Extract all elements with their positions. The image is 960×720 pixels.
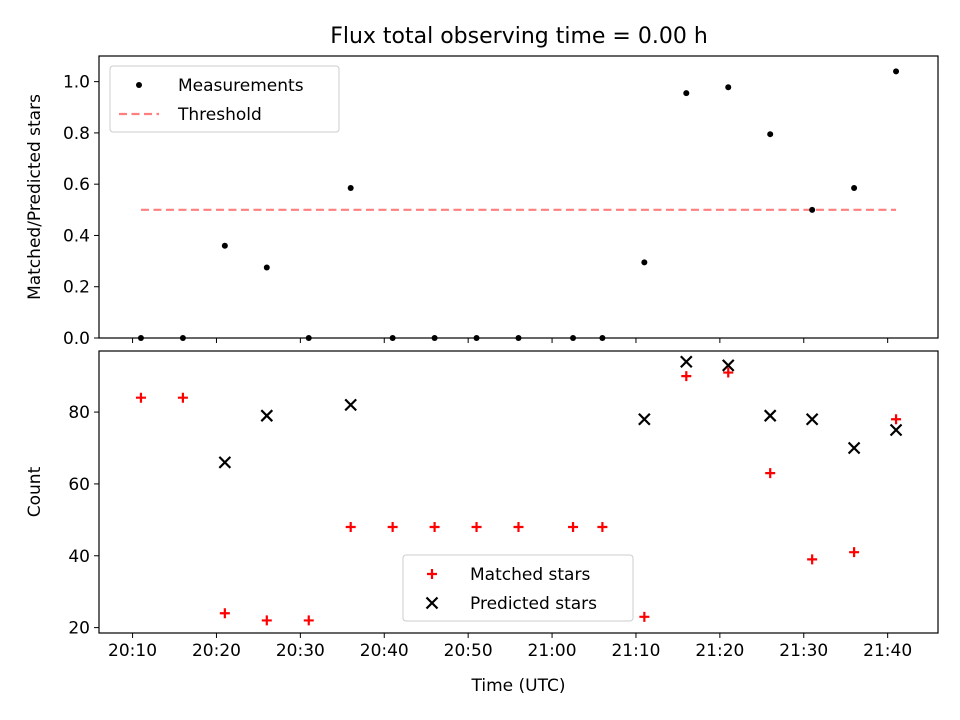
legend-predicted-marker	[425, 596, 439, 610]
x-axis-label: Time (UTC)	[471, 676, 566, 696]
predicted-star-point	[847, 441, 861, 455]
measurement-point	[767, 131, 774, 138]
measurement-point	[389, 335, 396, 341]
count-panel: 20 40 60 80 Count 20:10 20:20 20:30 20:40 20:50 21…	[25, 350, 939, 696]
predicted-star-point	[721, 359, 735, 372]
measurement-point	[305, 335, 312, 341]
matched-star-point	[177, 392, 188, 403]
ratio-panel: 0.0 0.2 0.4 0.6 0.8 1.0 Matched/Predicted star…	[25, 55, 939, 349]
matched-star-point	[849, 547, 860, 558]
matched-star-point	[807, 554, 818, 565]
count-panel-frame	[98, 350, 939, 634]
chart-title: Flux total observing time = 0.00 h	[330, 24, 708, 49]
predicted-star-point	[763, 409, 777, 422]
measurement-point	[893, 68, 900, 75]
matched-star-point	[639, 611, 650, 622]
count-ytick-label: 80	[68, 403, 90, 423]
ratio-ytick-label: 0.2	[63, 278, 90, 298]
measurement-point	[473, 335, 480, 341]
ratio-ytick-label: 1.0	[63, 73, 90, 93]
legend-threshold-label: Threshold	[177, 105, 262, 125]
count-xtick-label: 21:30	[779, 641, 828, 661]
predicted-star-point	[344, 398, 357, 412]
ratio-ytick-label: 0.6	[63, 175, 90, 195]
matched-star-point	[345, 522, 356, 533]
measurement-point	[570, 335, 577, 341]
predicted-star-point	[260, 409, 274, 422]
count-ytick-label: 40	[68, 547, 90, 567]
count-xtick-label: 21:10	[611, 641, 660, 661]
predicted-star-point	[889, 423, 903, 437]
predicted-star-point	[638, 412, 651, 426]
ratio-legend-box	[109, 65, 340, 133]
matched-star-point	[303, 615, 314, 626]
measurement-point	[599, 335, 606, 341]
matched-star-point	[387, 522, 398, 533]
matched-star-point	[471, 522, 482, 533]
matched-star-point	[891, 414, 902, 425]
measurement-point	[515, 335, 522, 341]
count-xtick-label: 21:20	[695, 641, 744, 661]
count-xtick-label: 20:20	[192, 641, 241, 661]
count-legend: Matched stars Predicted stars	[402, 554, 634, 622]
matched-star-point	[568, 522, 579, 533]
ratio-ytick-label: 0.8	[63, 124, 90, 144]
count-xtick-label: 21:40	[863, 641, 912, 661]
count-y-axis-label: Count	[25, 466, 45, 517]
measurement-point	[347, 185, 354, 192]
measurement-point	[725, 84, 732, 91]
count-legend-box	[402, 554, 634, 622]
matched-star-point	[261, 615, 272, 626]
measurement-point	[431, 335, 438, 341]
measurement-point	[683, 90, 690, 97]
count-xtick-label: 21:00	[528, 641, 577, 661]
count-xtick-label: 20:50	[444, 641, 493, 661]
measurement-point	[851, 185, 858, 192]
legend-measurements-marker	[136, 82, 142, 88]
measurement-point	[641, 259, 648, 266]
matched-star-point	[765, 468, 776, 479]
legend-matched-marker	[427, 569, 437, 579]
count-xtick-label: 20:30	[276, 641, 325, 661]
predicted-star-point	[805, 412, 819, 426]
matched-star-point	[135, 392, 146, 403]
matched-star-point	[513, 522, 524, 533]
matched-star-point	[219, 608, 230, 619]
matched-star-point	[597, 522, 608, 533]
ratio-ytick-label: 0.4	[63, 226, 90, 246]
measurement-point	[179, 335, 186, 341]
matched-star-point	[681, 371, 692, 382]
legend-matched-label: Matched stars	[470, 565, 590, 585]
measurement-point	[263, 264, 270, 271]
ratio-y-axis-label: Matched/Predicted stars	[25, 94, 45, 300]
matched-star-point	[429, 522, 440, 533]
legend-predicted-label: Predicted stars	[470, 594, 597, 614]
measurement-point	[221, 242, 228, 249]
measurement-point	[137, 335, 144, 341]
ratio-ytick-label: 0.0	[63, 329, 90, 349]
count-ytick-label: 20	[68, 619, 90, 639]
legend-measurements-label: Measurements	[178, 76, 304, 96]
count-xtick-label: 20:40	[360, 641, 409, 661]
count-xtick-label: 20:10	[108, 641, 157, 661]
matched-star-point	[723, 367, 734, 378]
ratio-legend: Measurements Threshold	[109, 65, 340, 133]
count-ytick-label: 60	[68, 475, 90, 495]
measurement-point	[809, 206, 816, 213]
predicted-star-point	[218, 456, 232, 469]
predicted-star-point	[680, 355, 693, 369]
